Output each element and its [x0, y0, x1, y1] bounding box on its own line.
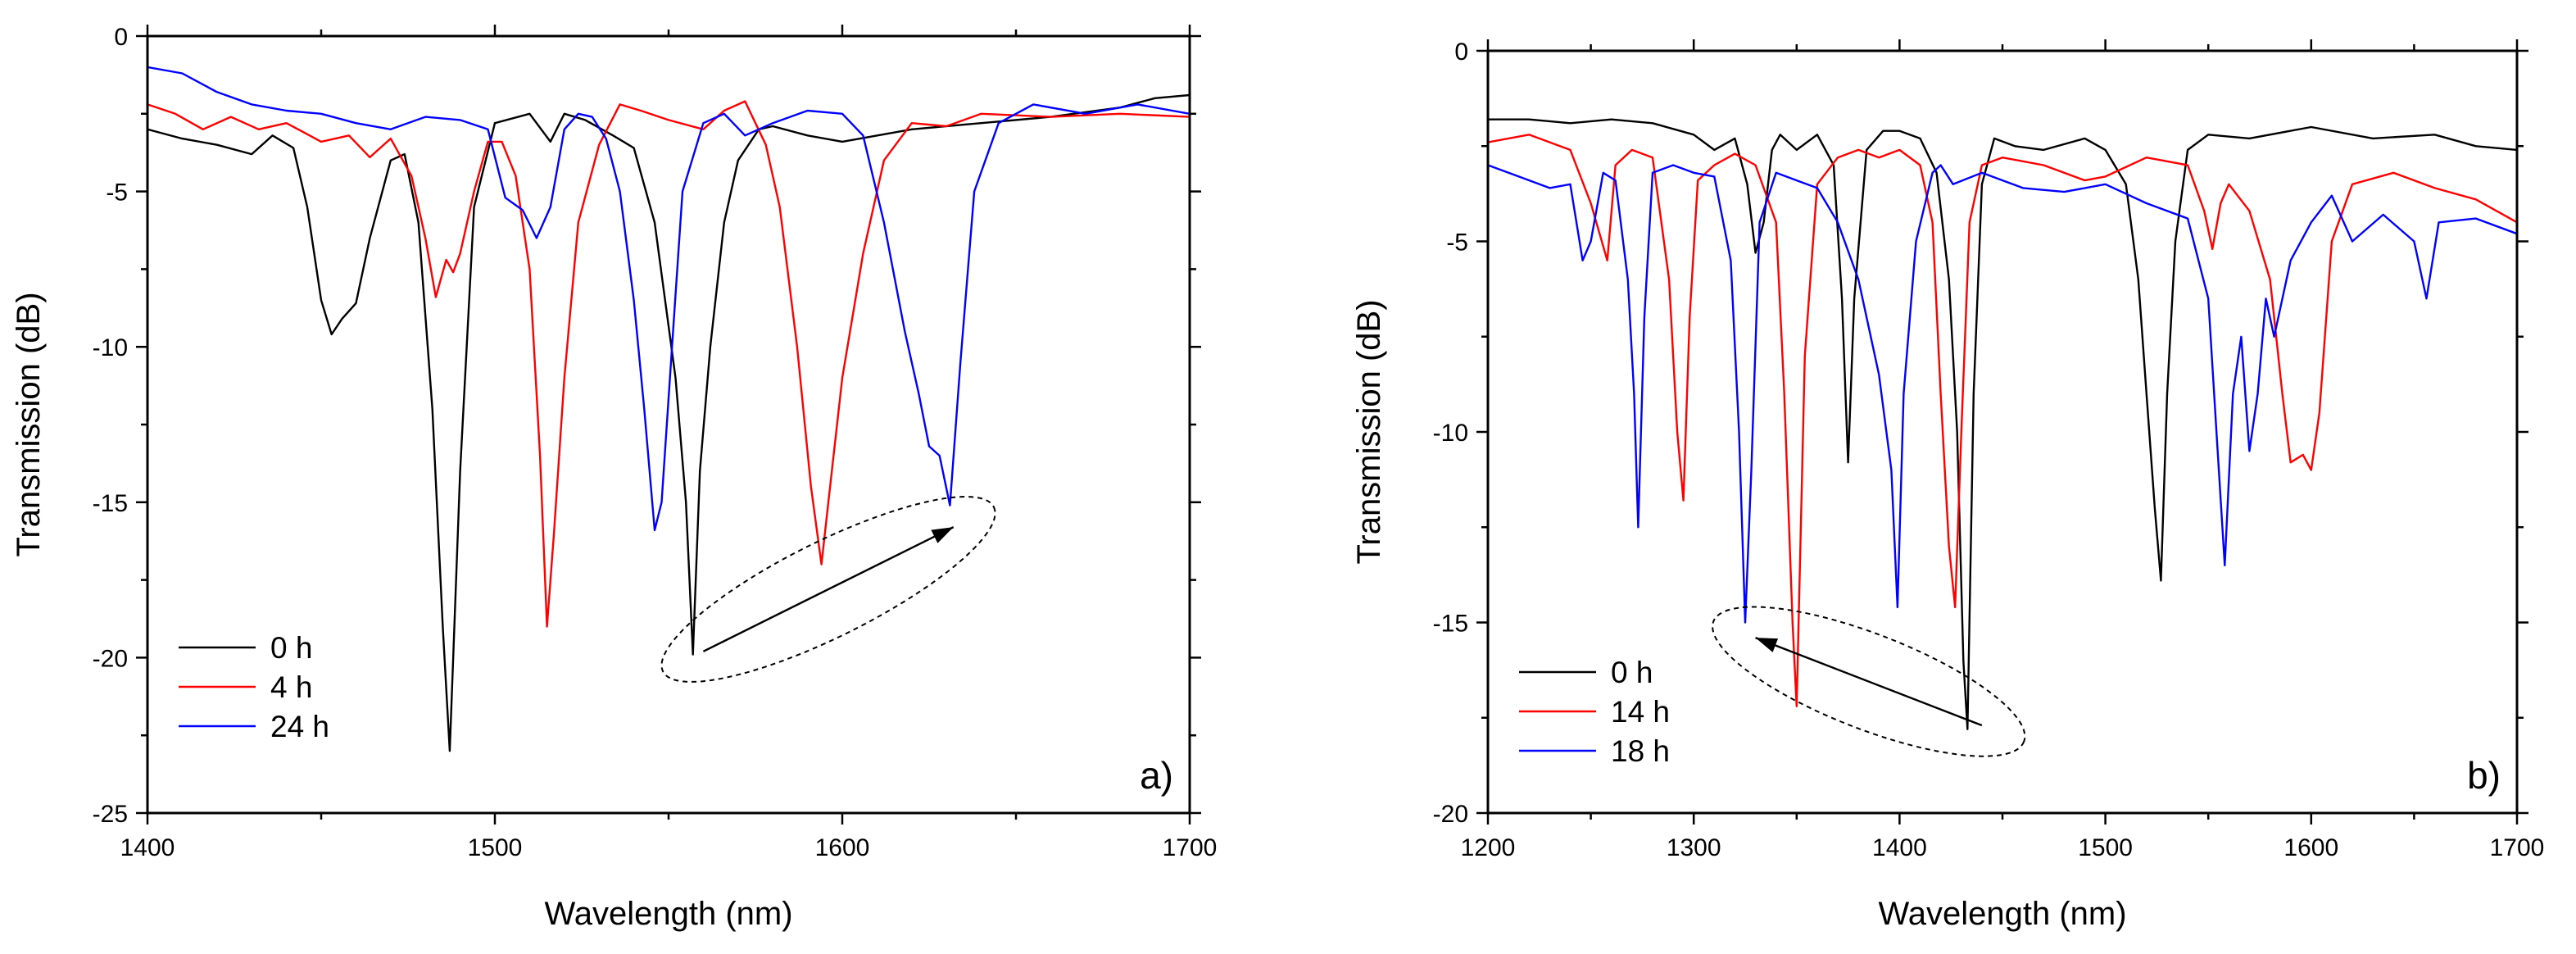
legend-label: 18 h: [1611, 734, 1670, 768]
y-tick-label: -5: [106, 179, 128, 207]
x-tick-label: 1500: [2078, 834, 2133, 861]
series-line-4-h: [147, 100, 1190, 628]
legend-label: 4 h: [270, 670, 312, 704]
x-axis-title: Wavelength (nm): [544, 896, 792, 932]
legend-label: 24 h: [270, 710, 329, 743]
y-tick-label: -5: [1446, 229, 1468, 257]
x-axis-title: Wavelength (nm): [1878, 896, 2126, 932]
panel-label: a): [1140, 754, 1173, 797]
chart-panel-b: 1200 1300 1400 1500 1600 1700 0 -5 -10 -15 -20 Wave…: [1351, 39, 2544, 932]
y-tick-label: -20: [93, 645, 128, 672]
y-tick-label: -10: [93, 334, 128, 361]
chart-panel-a: 1400 1500 1600 1700 0 -5 -10 -15 -20 -25 Wavelengt…: [11, 24, 1217, 932]
series-line-18-h: [1488, 164, 2517, 624]
y-tick-label: -15: [1433, 611, 1468, 638]
annotation-arrow-head-icon: [1755, 638, 1779, 652]
series-line-0-h: [1488, 118, 2517, 730]
annotation-ellipse: [1712, 606, 2026, 757]
x-tick-label: 1600: [815, 834, 870, 861]
legend: 0 h 4 h 24 h: [179, 631, 329, 743]
series-group: [147, 66, 1190, 752]
x-tick-label: 1600: [2283, 834, 2338, 861]
annotation-arrow-shaft: [702, 526, 955, 652]
y-tick-label: -10: [1433, 420, 1468, 447]
x-tick-label: 1400: [1872, 834, 1927, 861]
y-tick-label: -25: [93, 801, 128, 828]
legend-label: 0 h: [1611, 656, 1653, 689]
annotation-arrow-shaft: [1755, 636, 1983, 727]
x-tick-label: 1400: [120, 834, 175, 861]
y-tick-label: -15: [93, 490, 128, 517]
annotation-arrow-head-icon: [931, 527, 954, 543]
annotation-ellipse: [660, 496, 996, 683]
x-tick-label: 1300: [1667, 834, 1721, 861]
x-tick-label: 1200: [1461, 834, 1516, 861]
x-tick-label: 1500: [468, 834, 523, 861]
panel-label: b): [2467, 754, 2501, 797]
x-tick-label: 1700: [2490, 834, 2545, 861]
y-tick-label: 0: [114, 24, 128, 51]
y-axis-title: Transmission (dB): [1351, 299, 1387, 564]
series-line-0-h: [147, 93, 1190, 752]
legend-label: 14 h: [1611, 695, 1670, 729]
y-tick-label: 0: [1454, 39, 1468, 66]
y-axis-title: Transmission (dB): [11, 292, 47, 556]
series-group: [1488, 118, 2517, 730]
series-line-14-h: [1488, 134, 2517, 707]
y-tick-label: -20: [1433, 801, 1468, 828]
series-line-24-h: [147, 66, 1190, 532]
legend: 0 h 14 h 18 h: [1519, 656, 1670, 768]
legend-label: 0 h: [270, 631, 312, 665]
x-tick-label: 1700: [1163, 834, 1218, 861]
